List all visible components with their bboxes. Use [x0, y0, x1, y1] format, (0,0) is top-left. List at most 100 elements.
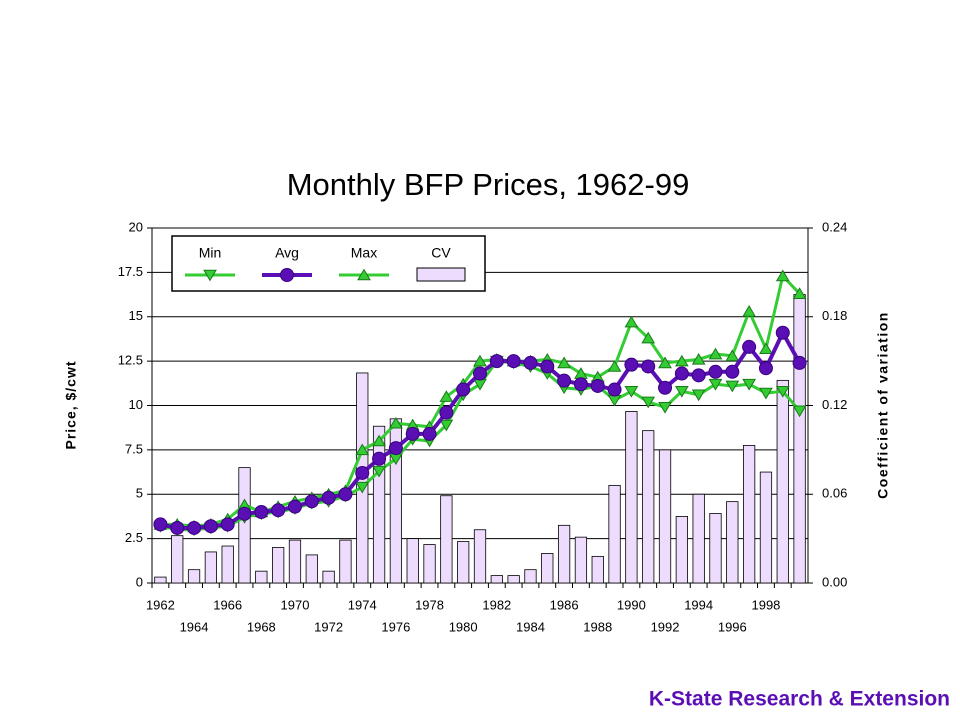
bar [440, 495, 453, 584]
point [759, 342, 773, 354]
point [304, 494, 319, 509]
point [389, 416, 403, 429]
bar [187, 569, 201, 584]
point [641, 396, 656, 409]
point [473, 366, 487, 381]
point [473, 354, 487, 367]
bar [793, 294, 806, 584]
point [187, 520, 202, 535]
point [355, 443, 370, 456]
point [607, 382, 622, 397]
x-tick-label: 1968 [247, 619, 276, 634]
point [674, 366, 689, 381]
point [658, 380, 673, 395]
x-tick-label: 1972 [314, 619, 343, 634]
point [254, 505, 269, 519]
point [220, 517, 235, 532]
x-tick-label: 1992 [651, 619, 680, 634]
y-axis-label: Price, $/cwt [63, 360, 79, 449]
y2-tick-label: 0.00 [822, 574, 847, 589]
point [557, 356, 571, 369]
point [153, 517, 168, 532]
y2-axis-label: Coefficient of variation [875, 311, 891, 499]
bar [759, 471, 773, 584]
bar [272, 547, 285, 584]
bar [255, 570, 268, 584]
y2-tick-label: 0.24 [822, 219, 847, 234]
point [641, 359, 656, 374]
point [439, 405, 454, 420]
x-tick-label: 1986 [550, 597, 579, 612]
point [691, 352, 706, 365]
bar [154, 576, 167, 584]
point [321, 490, 336, 505]
point [725, 380, 740, 393]
point [725, 349, 740, 362]
point [271, 503, 286, 518]
point [456, 382, 471, 397]
point [372, 451, 387, 466]
bar [541, 553, 554, 584]
legend-marker [357, 268, 371, 281]
point [624, 357, 639, 372]
point [287, 499, 302, 514]
bar [473, 529, 487, 584]
point [237, 506, 252, 521]
legend-label: CV [431, 245, 451, 261]
x-tick-label: 1998 [751, 597, 780, 612]
y2-tick-label: 0.18 [822, 308, 847, 323]
bar [171, 535, 184, 584]
point [624, 315, 639, 328]
x-tick-label: 1974 [348, 597, 377, 612]
bar [322, 570, 335, 584]
bar [457, 541, 470, 584]
point [758, 361, 773, 376]
legend-label: Avg [275, 245, 299, 261]
point [573, 377, 588, 392]
point [624, 386, 639, 398]
bar [524, 569, 537, 584]
legend-marker [280, 268, 294, 282]
point [506, 354, 521, 369]
bar [238, 467, 251, 584]
bar [591, 555, 604, 584]
point [792, 287, 807, 299]
x-tick-label: 1962 [146, 597, 175, 612]
point [422, 426, 437, 441]
point [691, 368, 706, 383]
bar [288, 539, 302, 584]
bar [204, 551, 217, 584]
point [523, 355, 538, 370]
point [725, 364, 740, 379]
bar [658, 449, 672, 584]
point [792, 355, 807, 370]
bar [675, 516, 688, 584]
bar [557, 524, 571, 584]
point [708, 364, 723, 379]
bar [372, 425, 386, 584]
legend-label: Max [351, 245, 377, 261]
point [775, 325, 790, 340]
x-tick-label: 1990 [617, 597, 646, 612]
bar [709, 513, 722, 584]
bar [406, 538, 419, 584]
x-tick-label: 1994 [684, 597, 713, 612]
bar [642, 430, 655, 584]
point [372, 465, 386, 478]
point [557, 373, 572, 388]
footer: K-State Research & Extension [649, 688, 950, 711]
x-tick-label: 1980 [449, 619, 478, 634]
y-tick-label: 15 [129, 308, 143, 323]
point [775, 386, 790, 398]
bar [776, 379, 789, 584]
x-tick-label: 1966 [213, 597, 242, 612]
point [355, 465, 370, 480]
bar [743, 445, 756, 584]
x-tick-label: 1984 [516, 619, 545, 634]
bar [339, 539, 352, 584]
bar [490, 575, 503, 584]
point [607, 360, 622, 372]
point [405, 426, 420, 441]
x-tick-label: 1988 [583, 619, 612, 634]
